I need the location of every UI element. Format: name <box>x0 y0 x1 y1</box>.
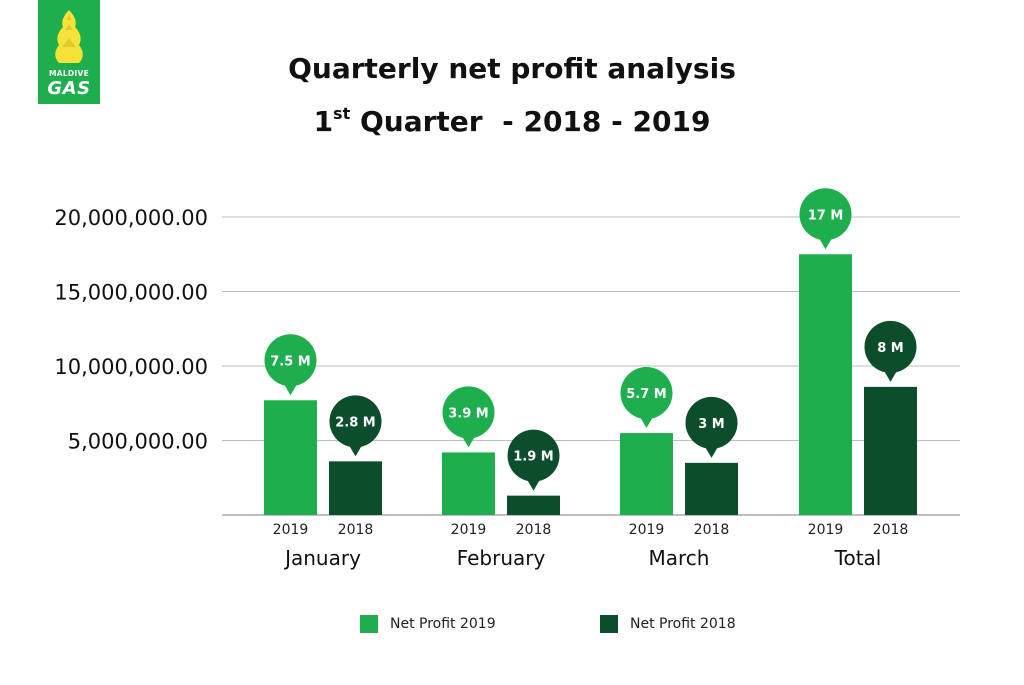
logo-line-2: GAS <box>47 78 91 99</box>
bar-2019 <box>620 433 673 515</box>
legend-swatch-2018 <box>600 615 618 633</box>
value-callout-pointer <box>461 435 476 448</box>
bar-2019 <box>264 400 317 515</box>
logo-line-1: MALDIVE <box>48 69 90 78</box>
value-label: 1.9 M <box>513 450 554 465</box>
y-tick-label: 10,000,000.00 <box>54 355 208 379</box>
bar-year-label: 2018 <box>338 522 374 538</box>
bar-2018 <box>685 462 738 515</box>
category-label: February <box>457 546 546 570</box>
bar-year-label: 2018 <box>873 522 909 538</box>
value-callout <box>507 429 560 482</box>
value-label: 5.7 M <box>626 387 667 402</box>
legend-label-2018: Net Profit 2018 <box>630 616 736 632</box>
y-tick-label: 15,000,000.00 <box>54 281 208 305</box>
value-label: 2.8 M <box>335 415 376 430</box>
y-tick-label: 5,000,000.00 <box>68 430 208 454</box>
value-callout-pointer <box>883 369 898 382</box>
value-label: 8 M <box>877 341 904 356</box>
bar-2018 <box>864 386 917 515</box>
category-label: Total <box>834 546 882 570</box>
pine-tree-icon <box>55 10 83 63</box>
bar-chart: 5,000,000.00 10,000,000.00 15,000,000.00 20… <box>54 188 960 570</box>
value-callout <box>442 386 495 439</box>
bar-2019 <box>799 254 852 515</box>
value-callout-pointer <box>283 383 298 396</box>
chart-subtitle: 1st Quarter - 2018 - 2019 <box>0 104 1024 138</box>
bar-year-label: 2019 <box>273 522 309 538</box>
bar-2018 <box>329 461 382 515</box>
legend-label-2019: Net Profit 2019 <box>390 616 496 632</box>
maldive-gas-logo: MALDIVE GAS <box>38 0 100 104</box>
value-label: 7.5 M <box>270 354 311 369</box>
category-label: January <box>283 546 361 570</box>
value-label: 17 M <box>808 208 844 223</box>
value-callout <box>864 320 917 373</box>
subtitle-superscript: st <box>333 104 351 123</box>
bar-year-label: 2018 <box>516 522 552 538</box>
category-label: March <box>649 546 710 570</box>
value-callout <box>799 188 852 241</box>
bar-year-label: 2019 <box>451 522 487 538</box>
y-tick-label: 20,000,000.00 <box>54 206 208 230</box>
value-callout <box>620 367 673 420</box>
value-callout-pointer <box>639 416 654 429</box>
bar-year-label: 2019 <box>629 522 665 538</box>
chart-title: Quarterly net profit analysis <box>288 52 736 85</box>
bar-2018 <box>507 495 560 515</box>
value-label: 3.9 M <box>448 406 489 421</box>
value-callout-pointer <box>348 444 363 457</box>
value-callout-pointer <box>704 445 719 458</box>
value-label: 3 M <box>698 417 725 432</box>
value-callout-pointer <box>818 237 833 250</box>
bar-year-label: 2019 <box>808 522 844 538</box>
bar-2019 <box>442 452 495 515</box>
subtitle-rest: Quarter - 2018 - 2019 <box>350 105 711 138</box>
value-callout <box>329 395 382 448</box>
bar-year-label: 2018 <box>694 522 730 538</box>
value-callout-pointer <box>526 478 541 491</box>
value-callout <box>264 334 317 387</box>
legend-swatch-2019 <box>360 615 378 633</box>
subtitle-prefix: 1 <box>313 105 334 138</box>
value-callout <box>685 396 738 449</box>
